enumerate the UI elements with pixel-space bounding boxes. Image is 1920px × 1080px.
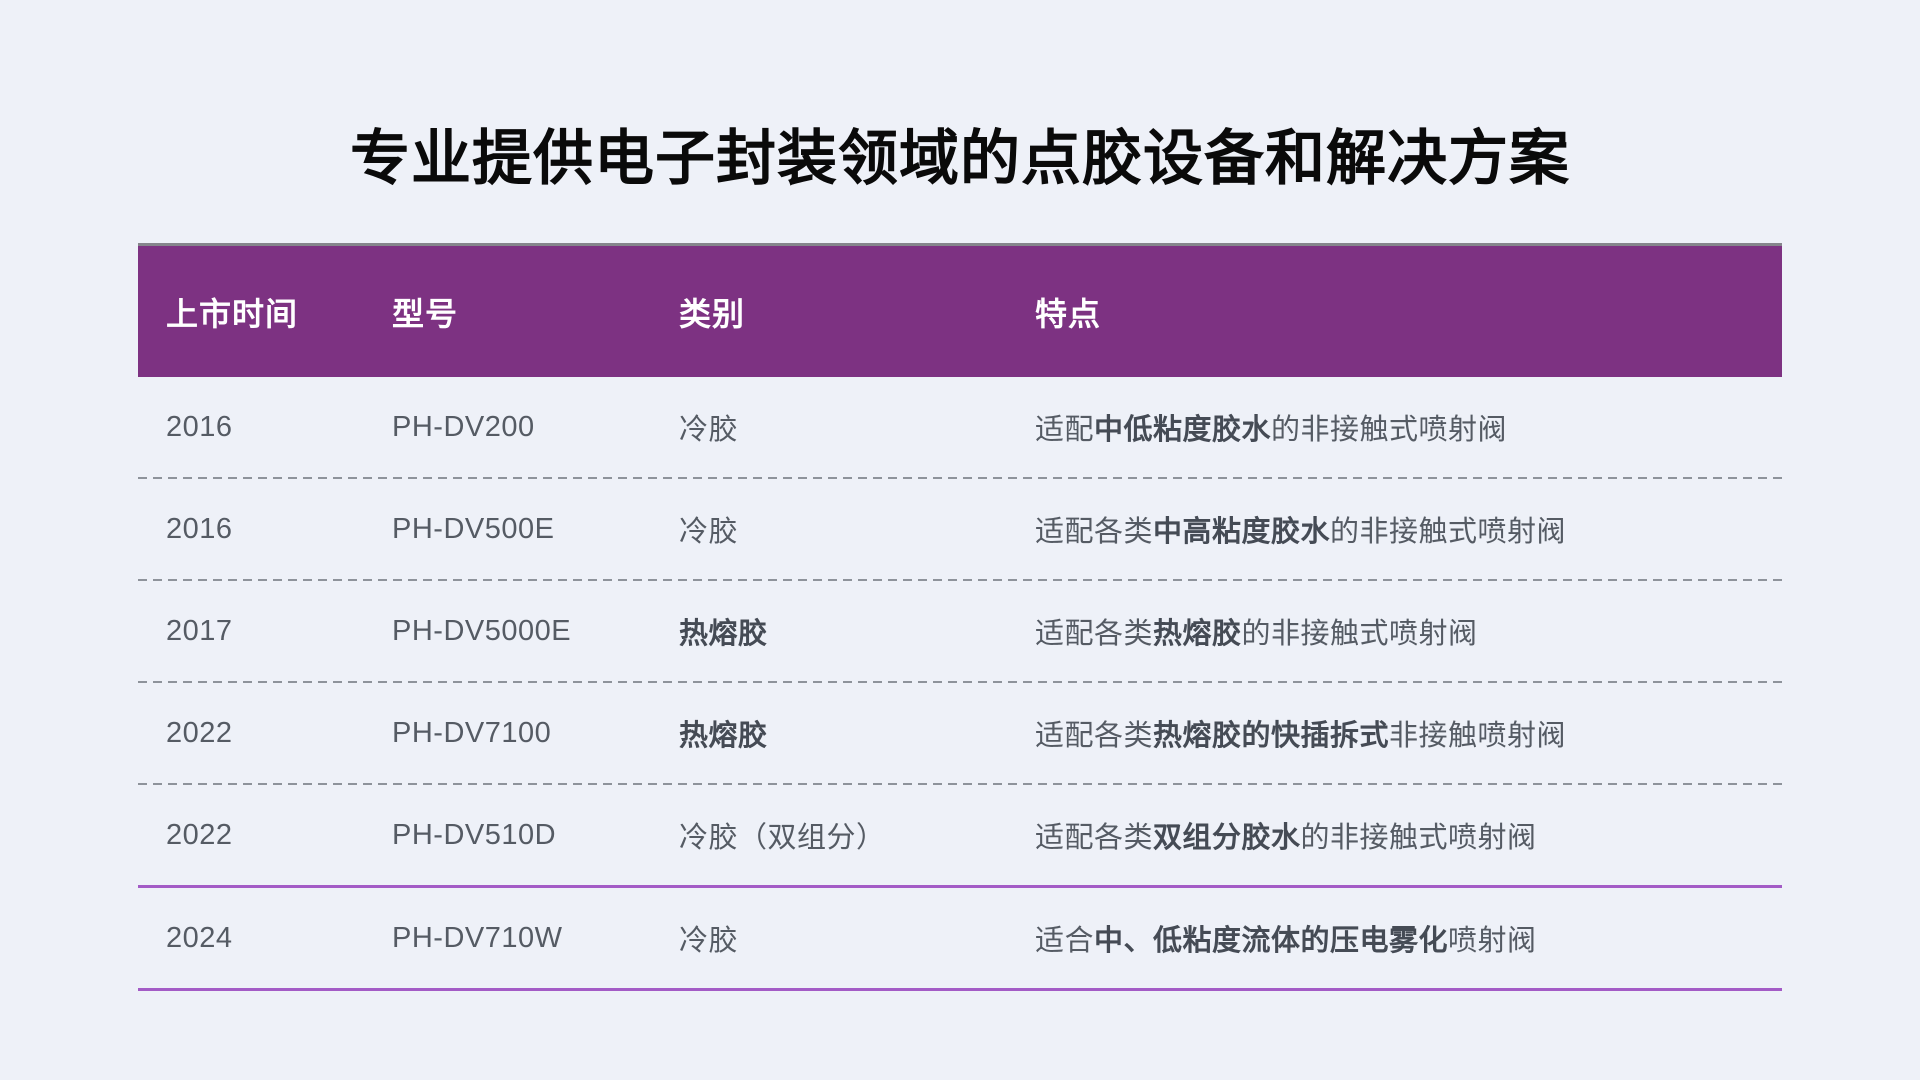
cell-year: 2022 <box>166 716 233 749</box>
cell-feature: 适配各类中高粘度胶水的非接触式喷射阀 <box>1035 508 1782 550</box>
cell-year: 2017 <box>166 614 233 647</box>
cell-feature: 适合中、低粘度流体的压电雾化喷射阀 <box>1035 917 1782 959</box>
feature-suffix: 喷射阀 <box>1448 925 1537 957</box>
feature-prefix: 适合 <box>1035 925 1095 957</box>
feature-suffix: 非接触喷射阀 <box>1389 720 1567 752</box>
table-row: 2024 PH-DV710W 冷胶 适合中、低粘度流体的压电雾化喷射阀 <box>138 888 1782 988</box>
page-title: 专业提供电子封装领域的点胶设备和解决方案 <box>350 125 1570 192</box>
cell-model: PH-DV510D <box>392 818 557 851</box>
cell-model: PH-DV7100 <box>392 716 552 749</box>
cell-year: 2022 <box>166 818 233 851</box>
cell-category: 冷胶 <box>679 414 739 446</box>
table-bottom-border <box>138 988 1782 991</box>
table-row: 2016 PH-DV200 冷胶 适配中低粘度胶水的非接触式喷射阀 <box>138 377 1782 477</box>
feature-prefix: 适配各类 <box>1035 516 1154 548</box>
feature-prefix: 适配各类 <box>1035 720 1154 752</box>
row-separator-dashed <box>138 579 1782 581</box>
cell-category: 冷胶 <box>679 516 739 548</box>
row-separator-solid <box>138 885 1782 888</box>
feature-bold: 热熔胶的快插拆式 <box>1153 720 1390 752</box>
cell-year: 2016 <box>166 410 233 443</box>
feature-suffix: 的非接触式喷射阀 <box>1271 414 1508 446</box>
header-cell-model: 型号 <box>392 295 459 332</box>
feature-bold: 中、低粘度流体的压电雾化 <box>1094 925 1449 957</box>
cell-year: 2024 <box>166 921 233 954</box>
cell-model: PH-DV710W <box>392 921 563 954</box>
cell-feature: 适配各类热熔胶的非接触式喷射阀 <box>1035 610 1782 652</box>
header-cell-launch-time: 上市时间 <box>166 295 299 332</box>
feature-suffix: 的非接触式喷射阀 <box>1300 822 1537 854</box>
feature-bold: 双组分胶水 <box>1153 822 1301 854</box>
feature-prefix: 适配各类 <box>1035 618 1154 650</box>
feature-bold: 中高粘度胶水 <box>1153 516 1331 548</box>
cell-model: PH-DV5000E <box>392 614 572 647</box>
header-cell-features: 特点 <box>1035 295 1102 332</box>
table-row: 2022 PH-DV7100 热熔胶 适配各类热熔胶的快插拆式非接触喷射阀 <box>138 683 1782 783</box>
cell-category: 冷胶（双组分） <box>679 822 886 854</box>
cell-model: PH-DV200 <box>392 410 535 443</box>
cell-category: 热熔胶 <box>679 720 768 752</box>
cell-model: PH-DV500E <box>392 512 555 545</box>
row-separator-dashed <box>138 477 1782 479</box>
feature-bold: 中低粘度胶水 <box>1094 414 1272 446</box>
cell-feature: 适配各类双组分胶水的非接触式喷射阀 <box>1035 814 1782 856</box>
row-separator-dashed <box>138 681 1782 683</box>
header-cell-category: 类别 <box>679 295 746 332</box>
table-header: 上市时间 型号 类别 特点 <box>138 243 1782 377</box>
feature-prefix: 适配 <box>1035 414 1095 446</box>
cell-feature: 适配各类热熔胶的快插拆式非接触喷射阀 <box>1035 712 1782 754</box>
product-table: 上市时间 型号 类别 特点 2016 PH-DV200 冷胶 适配中低粘度胶水的… <box>138 243 1782 991</box>
feature-prefix: 适配各类 <box>1035 822 1154 854</box>
cell-category: 热熔胶 <box>679 618 768 650</box>
cell-feature: 适配中低粘度胶水的非接触式喷射阀 <box>1035 406 1782 448</box>
cell-year: 2016 <box>166 512 233 545</box>
feature-suffix: 的非接触式喷射阀 <box>1330 516 1567 548</box>
table-row: 2016 PH-DV500E 冷胶 适配各类中高粘度胶水的非接触式喷射阀 <box>138 479 1782 579</box>
table-row: 2017 PH-DV5000E 热熔胶 适配各类热熔胶的非接触式喷射阀 <box>138 581 1782 681</box>
feature-bold: 热熔胶 <box>1153 618 1242 650</box>
row-separator-dashed <box>138 783 1782 785</box>
cell-category: 冷胶 <box>679 925 739 957</box>
feature-suffix: 的非接触式喷射阀 <box>1241 618 1478 650</box>
table-row: 2022 PH-DV510D 冷胶（双组分） 适配各类双组分胶水的非接触式喷射阀 <box>138 785 1782 885</box>
